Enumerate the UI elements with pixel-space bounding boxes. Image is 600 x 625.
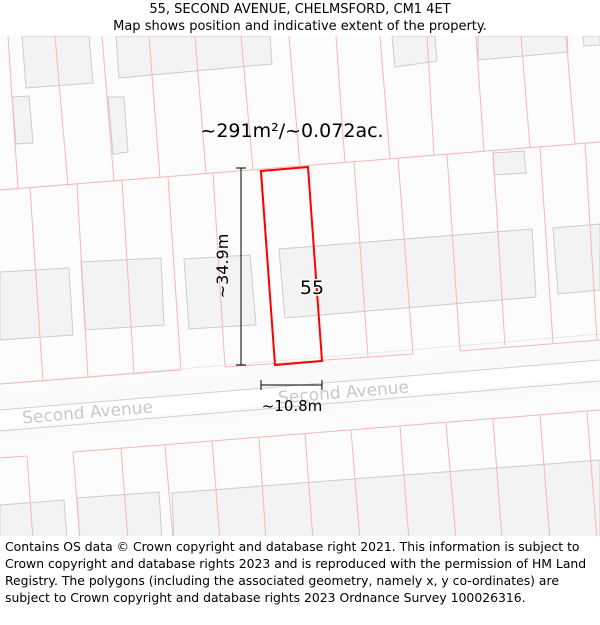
width-dimension: [260, 380, 323, 390]
property-boundary[interactable]: [259, 165, 324, 367]
plot-number-label: 55: [300, 277, 324, 299]
width-label: ~10.8m: [262, 397, 323, 415]
height-label: ~34.9m: [213, 234, 232, 299]
area-label: ~291m²/~0.072ac.: [200, 120, 383, 142]
map-canvas: Second Avenue Second Avenue ~34.9m ~10.8…: [0, 36, 600, 536]
map-subtitle: Map shows position and indicative extent…: [113, 19, 487, 34]
copyright-attribution: Contains OS data © Crown copyright and d…: [5, 539, 587, 605]
property-address-title: 55, SECOND AVENUE, CHELMSFORD, CM1 4ET: [149, 2, 451, 17]
property-map[interactable]: Second Avenue Second Avenue ~34.9m ~10.8…: [0, 36, 600, 536]
map-header: 55, SECOND AVENUE, CHELMSFORD, CM1 4ET M…: [0, 0, 600, 36]
height-dimension: [236, 167, 246, 366]
road-second-avenue: [0, 333, 600, 440]
parcel-boundaries: [0, 36, 600, 536]
